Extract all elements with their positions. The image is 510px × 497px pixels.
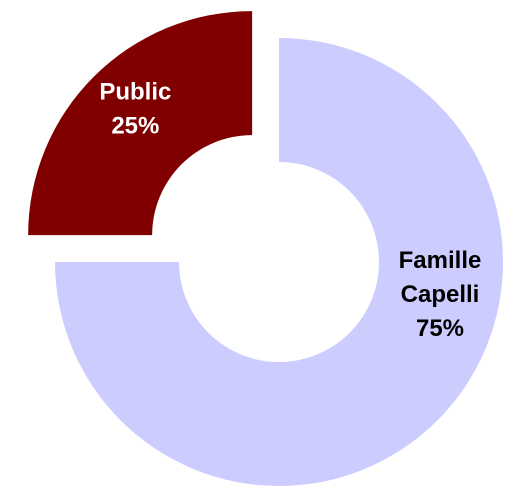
slice-value-label: 25% [111, 112, 159, 139]
slice-name-label: Famille [399, 247, 482, 274]
slice-famille-capelli [55, 38, 503, 486]
slice-value-label: 75% [416, 315, 464, 342]
slice-public [28, 11, 253, 236]
slice-name-label: Capelli [401, 281, 480, 308]
slice-label-public: Public 25% [99, 78, 171, 139]
slice-name-label: Public [99, 78, 171, 105]
slice-label-famille-capelli: Famille Capelli 75% [399, 247, 482, 342]
